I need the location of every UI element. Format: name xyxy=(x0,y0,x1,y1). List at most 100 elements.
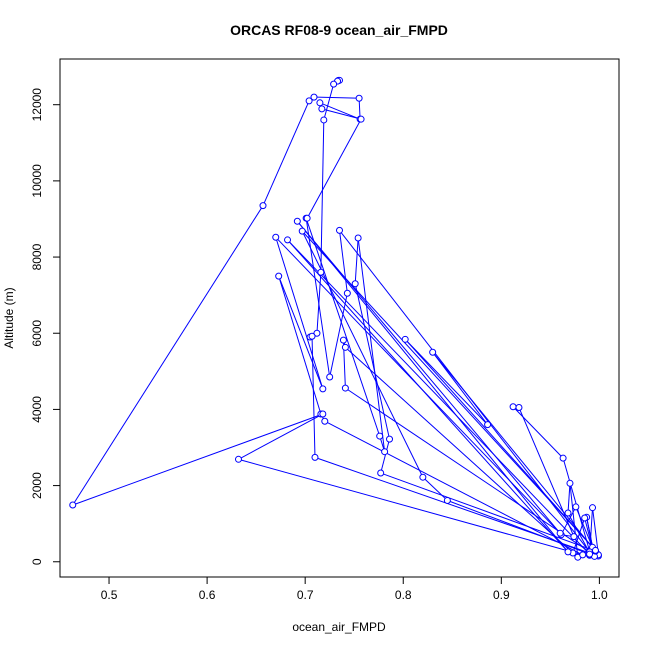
y-tick-label: 12000 xyxy=(30,88,44,122)
data-point xyxy=(321,417,329,425)
series-segment xyxy=(298,223,559,532)
data-point xyxy=(377,469,385,477)
series-segment xyxy=(354,240,359,281)
series-group xyxy=(69,76,602,561)
series-segment xyxy=(327,422,581,554)
x-tick-label: 0.8 xyxy=(395,588,412,602)
series-segment xyxy=(316,96,357,99)
data-point xyxy=(313,329,321,337)
series-segment xyxy=(324,86,334,118)
x-axis: 0.5 0.6 0.7 0.8 0.9 1.0 xyxy=(101,576,608,602)
data-point xyxy=(515,404,523,412)
series-segment xyxy=(358,240,385,449)
data-point xyxy=(429,348,437,356)
data-point xyxy=(566,479,574,487)
y-axis: 0 2000 4000 6000 8000 10000 12000 xyxy=(30,88,61,565)
data-point xyxy=(443,496,451,504)
y-tick-label: 0 xyxy=(30,558,44,565)
series-segment xyxy=(277,239,559,532)
data-point xyxy=(339,336,347,344)
data-point xyxy=(272,233,280,241)
data-point xyxy=(419,473,427,481)
data-point xyxy=(310,93,318,101)
series-segment xyxy=(347,389,588,551)
data-point xyxy=(311,453,319,461)
series-segment xyxy=(308,121,361,216)
series-segment xyxy=(298,223,567,550)
y-axis-label: Altitude (m) xyxy=(2,287,16,348)
data-point xyxy=(305,97,313,105)
y-tick-label: 2000 xyxy=(30,472,44,499)
data-point xyxy=(484,421,492,429)
series-segment xyxy=(434,354,594,550)
x-axis-label: ocean_air_FMPD xyxy=(292,620,386,634)
series-segment xyxy=(380,441,390,471)
series-segment xyxy=(279,278,321,412)
data-point xyxy=(284,236,292,244)
series-segment xyxy=(279,278,323,387)
series-segment xyxy=(339,233,348,291)
data-point xyxy=(376,432,384,440)
data-point xyxy=(303,214,311,222)
series-segment xyxy=(383,473,593,551)
y-tick-label: 4000 xyxy=(30,396,44,423)
y-tick-label: 10000 xyxy=(30,164,44,198)
series-segment xyxy=(358,101,361,117)
series-segment xyxy=(424,478,446,499)
data-point xyxy=(556,529,564,537)
data-point xyxy=(351,280,359,288)
series-segment xyxy=(320,122,325,270)
chart-title: ORCAS RF08-9 ocean_air_FMPD xyxy=(230,22,448,38)
series-segment xyxy=(240,414,321,459)
series-segment xyxy=(306,220,380,434)
data-point xyxy=(234,455,242,463)
series-segment xyxy=(75,414,321,505)
series-segment xyxy=(573,520,585,551)
data-point xyxy=(357,115,365,123)
data-point xyxy=(341,343,349,351)
x-tick-label: 0.7 xyxy=(297,588,314,602)
data-point xyxy=(275,272,283,280)
data-point xyxy=(572,503,580,511)
series-segment xyxy=(355,286,390,437)
data-point xyxy=(559,454,567,462)
series-segment xyxy=(73,207,262,503)
data-point xyxy=(381,448,389,456)
series-segment xyxy=(347,348,572,552)
series-segment xyxy=(311,339,316,455)
data-point xyxy=(354,234,362,242)
data-point xyxy=(564,548,572,556)
data-point xyxy=(589,504,597,512)
data-point xyxy=(341,384,349,392)
data-point xyxy=(69,501,77,509)
data-point xyxy=(318,105,326,113)
data-point xyxy=(570,533,578,541)
series-segment xyxy=(306,221,330,375)
series-segment xyxy=(380,438,385,449)
data-point xyxy=(308,332,316,340)
series-segment xyxy=(434,354,487,423)
series-segment xyxy=(263,103,309,204)
x-tick-label: 1.0 xyxy=(591,588,608,602)
data-point xyxy=(319,385,327,393)
data-point xyxy=(386,435,394,443)
x-tick-label: 0.6 xyxy=(199,588,216,602)
series-segment xyxy=(329,296,348,375)
series-segment xyxy=(276,239,323,387)
data-point xyxy=(317,268,325,276)
series-segment xyxy=(289,241,588,553)
series-segment xyxy=(406,341,486,423)
data-point xyxy=(336,226,343,234)
data-point xyxy=(581,514,589,522)
data-point xyxy=(330,80,338,88)
series-segment xyxy=(241,459,580,555)
data-point xyxy=(320,116,328,124)
data-point xyxy=(586,550,594,558)
data-point xyxy=(298,227,306,235)
data-point xyxy=(293,217,301,225)
data-point xyxy=(591,546,599,554)
data-point xyxy=(579,551,587,559)
series-segment xyxy=(322,103,358,119)
data-point xyxy=(326,373,334,381)
